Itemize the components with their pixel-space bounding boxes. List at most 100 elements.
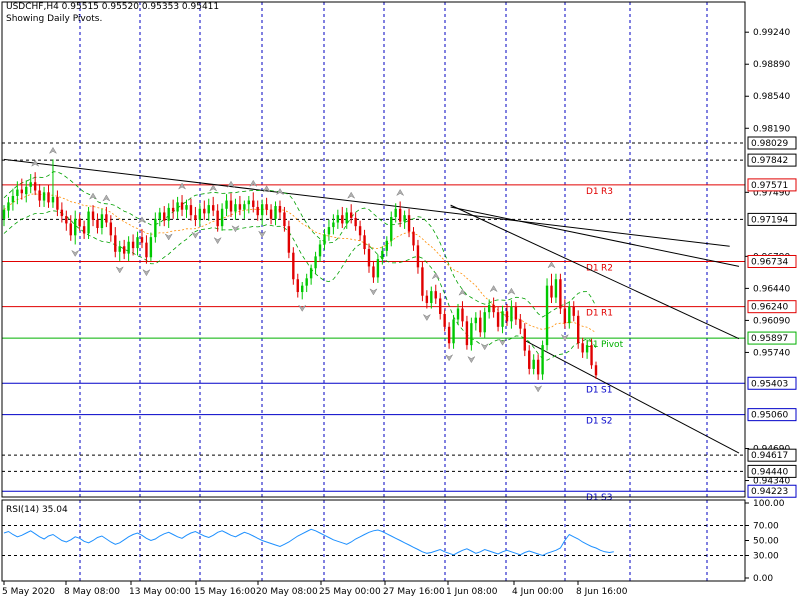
fractal-up-icon <box>209 184 218 192</box>
candle-body <box>309 268 313 279</box>
fractal-up-icon <box>177 182 187 190</box>
candle-body <box>252 200 255 207</box>
candle-body <box>305 278 308 286</box>
candle <box>349 204 353 224</box>
candle <box>269 204 273 225</box>
candle <box>461 301 464 327</box>
y-tick-label: 0.98190 <box>753 124 790 134</box>
candle-body <box>434 291 437 299</box>
rsi-frame <box>1 499 746 582</box>
candle <box>358 220 362 241</box>
price-box-label: 0.95403 <box>751 379 788 389</box>
candle-body <box>243 204 246 210</box>
fractal-up-icon <box>30 159 40 167</box>
rsi-label: RSI(14) 35.04 <box>6 505 68 515</box>
candle-body <box>198 208 202 220</box>
x-tick-label: 15 May 16:00 <box>194 587 256 597</box>
candle <box>381 246 384 265</box>
candle <box>82 220 86 239</box>
fractal-down-icon <box>142 269 151 277</box>
candle-body <box>443 314 446 327</box>
candle-body <box>180 202 184 210</box>
price-box-label: 0.97194 <box>751 215 788 225</box>
candle-body <box>341 215 344 224</box>
fractal-down-icon <box>467 355 476 364</box>
candle <box>185 199 188 218</box>
candle-body <box>238 204 242 210</box>
candle <box>163 206 166 227</box>
price-box-label: 0.95897 <box>751 334 788 344</box>
fractal-up-icon <box>48 146 58 155</box>
fractal-up-icon <box>249 179 258 187</box>
candle <box>189 198 193 221</box>
candle <box>309 264 313 285</box>
pivot-label-prefix: D1 <box>586 417 599 427</box>
candle-body <box>407 215 411 232</box>
chart-subtitle: Showing Daily Pivots. <box>6 14 103 24</box>
candle <box>536 354 540 380</box>
candle <box>590 338 593 369</box>
candle-body <box>474 317 478 324</box>
price-box <box>747 448 797 462</box>
x-tick-label: 8 Jun 16:00 <box>576 587 628 597</box>
candle <box>385 236 388 257</box>
fractal-down-icon <box>231 225 240 233</box>
candle-body <box>269 209 273 219</box>
fractal-down-icon <box>213 236 222 245</box>
candle-body <box>581 343 584 353</box>
pivot-label-prefix: D1 <box>586 493 599 503</box>
candle-body <box>439 298 442 315</box>
candle-body <box>559 279 562 309</box>
pivot-label-prefix: D1 <box>586 340 599 350</box>
candle <box>154 212 157 243</box>
candle <box>581 337 584 358</box>
candle <box>278 200 282 219</box>
rsi-line <box>3 528 614 557</box>
candle <box>234 198 237 220</box>
pivot-label: R2 <box>601 263 613 273</box>
candle-body <box>314 256 317 269</box>
candle <box>29 174 32 194</box>
x-tick-label: 27 May 16:00 <box>383 587 445 597</box>
candle <box>541 340 544 380</box>
candle-body <box>318 244 322 257</box>
candle-body <box>234 204 237 212</box>
candle <box>207 198 210 221</box>
candle <box>243 200 246 219</box>
candle-body <box>292 252 295 280</box>
price-box-label: 0.95060 <box>751 411 788 421</box>
candle-body <box>212 205 215 211</box>
trend-line <box>524 340 740 454</box>
candle-body <box>354 217 357 227</box>
candle-body <box>398 208 402 222</box>
price-box-label: 0.96240 <box>751 303 788 313</box>
mid-band <box>3 193 597 333</box>
candle <box>323 228 326 250</box>
fractal-up-icon <box>137 216 147 224</box>
candle-body <box>69 223 72 236</box>
pivot-label: S2 <box>601 417 612 427</box>
candle-body <box>140 237 144 243</box>
fractal-up-icon <box>226 180 236 188</box>
candle-body <box>136 237 139 249</box>
candle-body <box>403 215 406 222</box>
candle-body <box>367 249 371 267</box>
candle-body <box>145 242 148 258</box>
candle <box>180 195 184 217</box>
candle <box>176 196 179 219</box>
fractal-down-icon <box>422 313 432 322</box>
candle-body <box>203 208 206 214</box>
candle-body <box>127 241 130 254</box>
candle-body <box>20 189 24 194</box>
candle-body <box>278 206 282 213</box>
candle <box>149 232 153 261</box>
candle <box>528 345 531 375</box>
fractal-down-icon <box>444 354 454 362</box>
candle-body <box>363 235 366 250</box>
candle-body <box>60 209 64 217</box>
candle <box>430 286 433 309</box>
candle-body <box>594 365 598 376</box>
candle <box>296 273 299 298</box>
candle-body <box>563 308 567 324</box>
